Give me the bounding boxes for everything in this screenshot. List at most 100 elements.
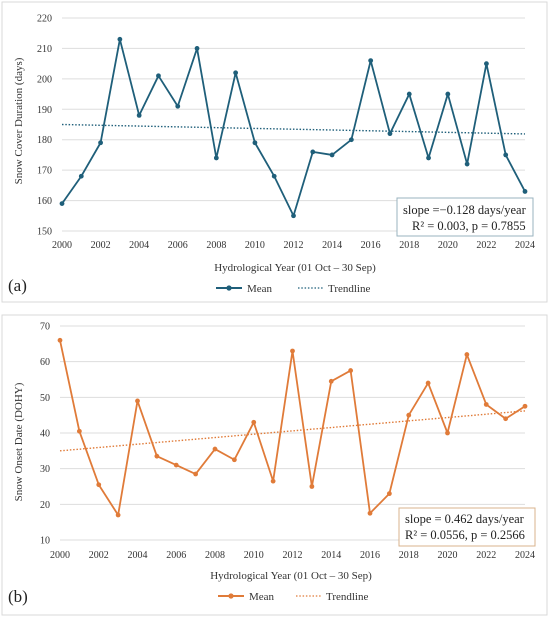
panel-b-point-2002 xyxy=(96,482,102,488)
panel-b-point-2023 xyxy=(503,416,509,422)
panel-a-point-2020 xyxy=(445,91,451,97)
panel-b-point-2003 xyxy=(115,512,121,518)
panel-a-y-tick-labels: 150 160 170 180 190 200 210 220 xyxy=(37,14,52,238)
panel-a-point-2013 xyxy=(310,149,316,155)
panel-b-point-2021 xyxy=(464,352,470,357)
panel-b-y-tick-40: 40 xyxy=(40,429,50,440)
panel-b-point-2019 xyxy=(425,380,431,386)
panel-a-y-tick-180: 180 xyxy=(37,135,52,146)
panel-b-x-tick-2008: 2008 xyxy=(205,550,225,561)
panel-b-legend-mean-marker xyxy=(228,593,234,599)
panel-a-x-tick-2020: 2020 xyxy=(438,240,458,251)
panel-b-point-2024 xyxy=(522,403,528,409)
panel-a-point-2004 xyxy=(136,112,142,118)
panel-a-legend-trend-label: Trendline xyxy=(328,283,370,295)
panel-a-legend: Mean Trendline xyxy=(216,283,370,295)
panel-a-stats-box: slope =−0.128 days/year R² = 0.003, p = … xyxy=(396,197,534,237)
panel-b-y-tick-70: 70 xyxy=(40,322,50,333)
panel-a-y-tick-150: 150 xyxy=(37,227,52,238)
panel-a-legend-mean-marker xyxy=(226,285,232,291)
panel-b-label: (b) xyxy=(8,587,28,606)
panel-b-point-2012 xyxy=(290,348,295,354)
panel-b-point-2011 xyxy=(270,478,276,484)
panel-a-point-2006 xyxy=(175,103,181,109)
panel-a-point-2005 xyxy=(156,73,161,79)
panel-b-legend: Mean Trendline xyxy=(218,591,368,603)
panel-b-x-tick-2006: 2006 xyxy=(166,550,186,561)
panel-b-x-tick-2010: 2010 xyxy=(244,550,264,561)
panel-b-x-axis-label: Hydrological Year (01 Oct – 30 Sep) xyxy=(210,570,372,582)
panel-b-y-tick-labels: 10 20 30 40 50 60 70 xyxy=(40,322,50,547)
panel-a-series-line-mean xyxy=(61,38,526,217)
panel-a-point-2023 xyxy=(503,152,509,158)
panel-b-y-tick-50: 50 xyxy=(40,393,50,404)
panel-a-frame xyxy=(1,1,548,303)
panel-a-x-tick-2000: 2000 xyxy=(52,240,72,251)
panel-a-point-2022 xyxy=(484,61,489,67)
panel-a-x-tick-labels: 2000 2002 2004 2006 2008 2010 2012 2014 2016 2018… xyxy=(52,240,535,251)
panel-a-x-tick-2018: 2018 xyxy=(399,240,419,251)
panel-a-label: (a) xyxy=(8,276,27,295)
panel-a-y-tick-170: 170 xyxy=(37,166,52,177)
panel-b-point-2008 xyxy=(212,446,218,452)
panel-b-point-2009 xyxy=(231,457,237,463)
panel-b-data-points xyxy=(57,337,528,518)
panel-a-gridlines xyxy=(62,17,525,232)
panel-a-x-tick-2012: 2012 xyxy=(284,240,304,251)
panel-a-y-tick-200: 200 xyxy=(37,74,52,85)
panel-b-point-2013 xyxy=(309,484,315,489)
panel-b-x-tick-2012: 2012 xyxy=(283,550,303,561)
panel-b-y-tick-20: 20 xyxy=(40,500,50,511)
panel-a-point-2016 xyxy=(368,58,374,63)
panel-a-x-tick-2024: 2024 xyxy=(515,240,535,251)
panel-a-y-axis-label: Snow Cover Duration (days) xyxy=(13,57,25,184)
panel-a-stats-r2: R² = 0.003, p = 0.7855 xyxy=(412,219,526,233)
panel-b-x-tick-2022: 2022 xyxy=(476,550,496,561)
panel-b-y-tick-60: 60 xyxy=(40,357,50,368)
panel-a-x-tick-2006: 2006 xyxy=(168,240,188,251)
panel-a-point-2009 xyxy=(233,70,239,76)
panel-b-point-2014 xyxy=(328,378,334,384)
panel-b-stats-box: slope = 0.462 days/year R² = 0.0556, p =… xyxy=(398,507,536,547)
panel-b-point-2000 xyxy=(57,337,63,343)
panel-a-point-2021 xyxy=(464,161,470,167)
panel-b-point-2018 xyxy=(406,412,412,418)
panel-b-point-2006 xyxy=(173,462,179,468)
panel-b-x-tick-2024: 2024 xyxy=(515,550,535,561)
panel-b-x-tick-2018: 2018 xyxy=(399,550,419,561)
panel-a-point-2000 xyxy=(59,201,65,207)
panel-b-y-tick-10: 10 xyxy=(40,536,50,547)
panel-a-legend-mean-label: Mean xyxy=(247,283,273,295)
panel-b-y-axis-label: Snow Onset Date (DOHY) xyxy=(13,382,25,501)
panel-b-frame xyxy=(1,314,548,616)
panel-a-y-tick-210: 210 xyxy=(37,44,52,55)
panel-a-y-tick-220: 220 xyxy=(37,14,52,25)
panel-a-point-2018 xyxy=(406,91,412,97)
panel-a-point-2024 xyxy=(522,189,528,194)
panel-a-point-2011 xyxy=(271,173,277,179)
panel-a-x-tick-2016: 2016 xyxy=(361,240,381,251)
panel-a-stats-frame xyxy=(396,197,534,237)
panel-a-point-2002 xyxy=(98,140,103,146)
panel-b-y-tick-30: 30 xyxy=(40,464,50,475)
panel-b-point-2015 xyxy=(348,368,354,373)
panel-a-x-tick-2004: 2004 xyxy=(129,240,149,251)
panel-a-x-axis-label: Hydrological Year (01 Oct – 30 Sep) xyxy=(214,262,376,274)
panel-b-point-2005 xyxy=(154,453,160,459)
panel-b-point-2010 xyxy=(251,419,257,425)
panel-a-x-tick-2002: 2002 xyxy=(91,240,111,251)
panel-b-legend-trend-label: Trendline xyxy=(326,591,368,603)
panel-b-x-tick-2004: 2004 xyxy=(128,550,148,561)
panel-b-x-tick-2000: 2000 xyxy=(50,550,70,561)
panel-a-x-tick-2022: 2022 xyxy=(476,240,496,251)
panel-b-series-line-mean xyxy=(59,340,526,516)
panel-a-point-2017 xyxy=(387,131,393,137)
panel-a-x-tick-2014: 2014 xyxy=(322,240,342,251)
panel-b-gridlines xyxy=(60,325,525,541)
panel-b-point-2001 xyxy=(76,428,82,434)
panel-a-point-2001 xyxy=(78,173,84,179)
panel-a-x-tick-2008: 2008 xyxy=(206,240,226,251)
